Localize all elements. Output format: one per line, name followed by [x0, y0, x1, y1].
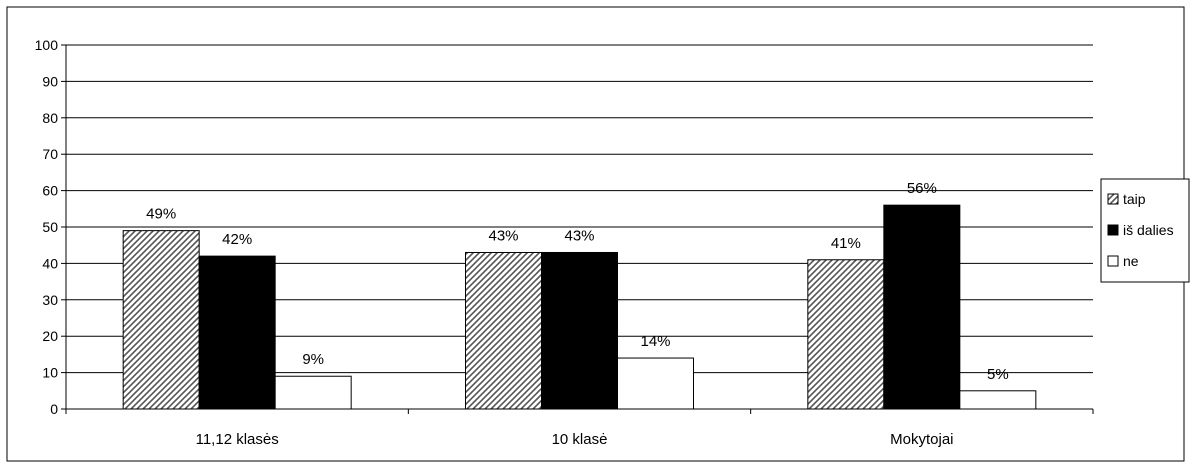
bar-ne [617, 357, 694, 410]
x-category-label: 10 klasė [552, 431, 608, 448]
y-tick-label: 0 [50, 401, 58, 417]
y-tick-label: 20 [42, 328, 58, 344]
bar-is-dalies [883, 204, 961, 410]
x-category-label: 11,12 klasės [196, 431, 279, 448]
bar-ne [274, 375, 352, 410]
y-tick-label: 10 [42, 365, 58, 381]
data-label: 43% [488, 227, 518, 244]
bar-taip [807, 259, 885, 410]
y-tick-label: 80 [42, 110, 58, 126]
y-tick-label: 60 [42, 183, 58, 199]
data-label: 49% [146, 206, 176, 223]
legend-swatch [1107, 193, 1119, 205]
data-label: 41% [831, 235, 861, 252]
y-tick-label: 40 [42, 255, 58, 271]
legend-label: ne [1123, 253, 1139, 269]
data-label: 14% [640, 333, 670, 350]
data-label: 56% [907, 180, 937, 197]
y-tick-label: 100 [35, 37, 59, 53]
y-tick-label: 30 [42, 292, 58, 308]
y-tick-label: 50 [42, 219, 58, 235]
y-tick-label: 70 [42, 146, 58, 162]
legend-label: taip [1123, 191, 1146, 207]
data-label: 43% [564, 227, 594, 244]
data-label: 9% [302, 351, 324, 368]
legend-swatch [1107, 224, 1119, 236]
legend-label: iš dalies [1123, 222, 1174, 238]
bar-ne [959, 390, 1037, 410]
bar-taip [465, 251, 542, 410]
data-label: 42% [222, 231, 252, 248]
legend-swatch [1107, 255, 1119, 267]
y-tick-label: 90 [42, 73, 58, 89]
data-label: 5% [987, 366, 1009, 383]
x-category-label: Mokytojai [890, 431, 953, 448]
bar-is-dalies [198, 255, 276, 410]
bar-taip [122, 230, 200, 410]
bar-is-dalies [541, 251, 618, 410]
